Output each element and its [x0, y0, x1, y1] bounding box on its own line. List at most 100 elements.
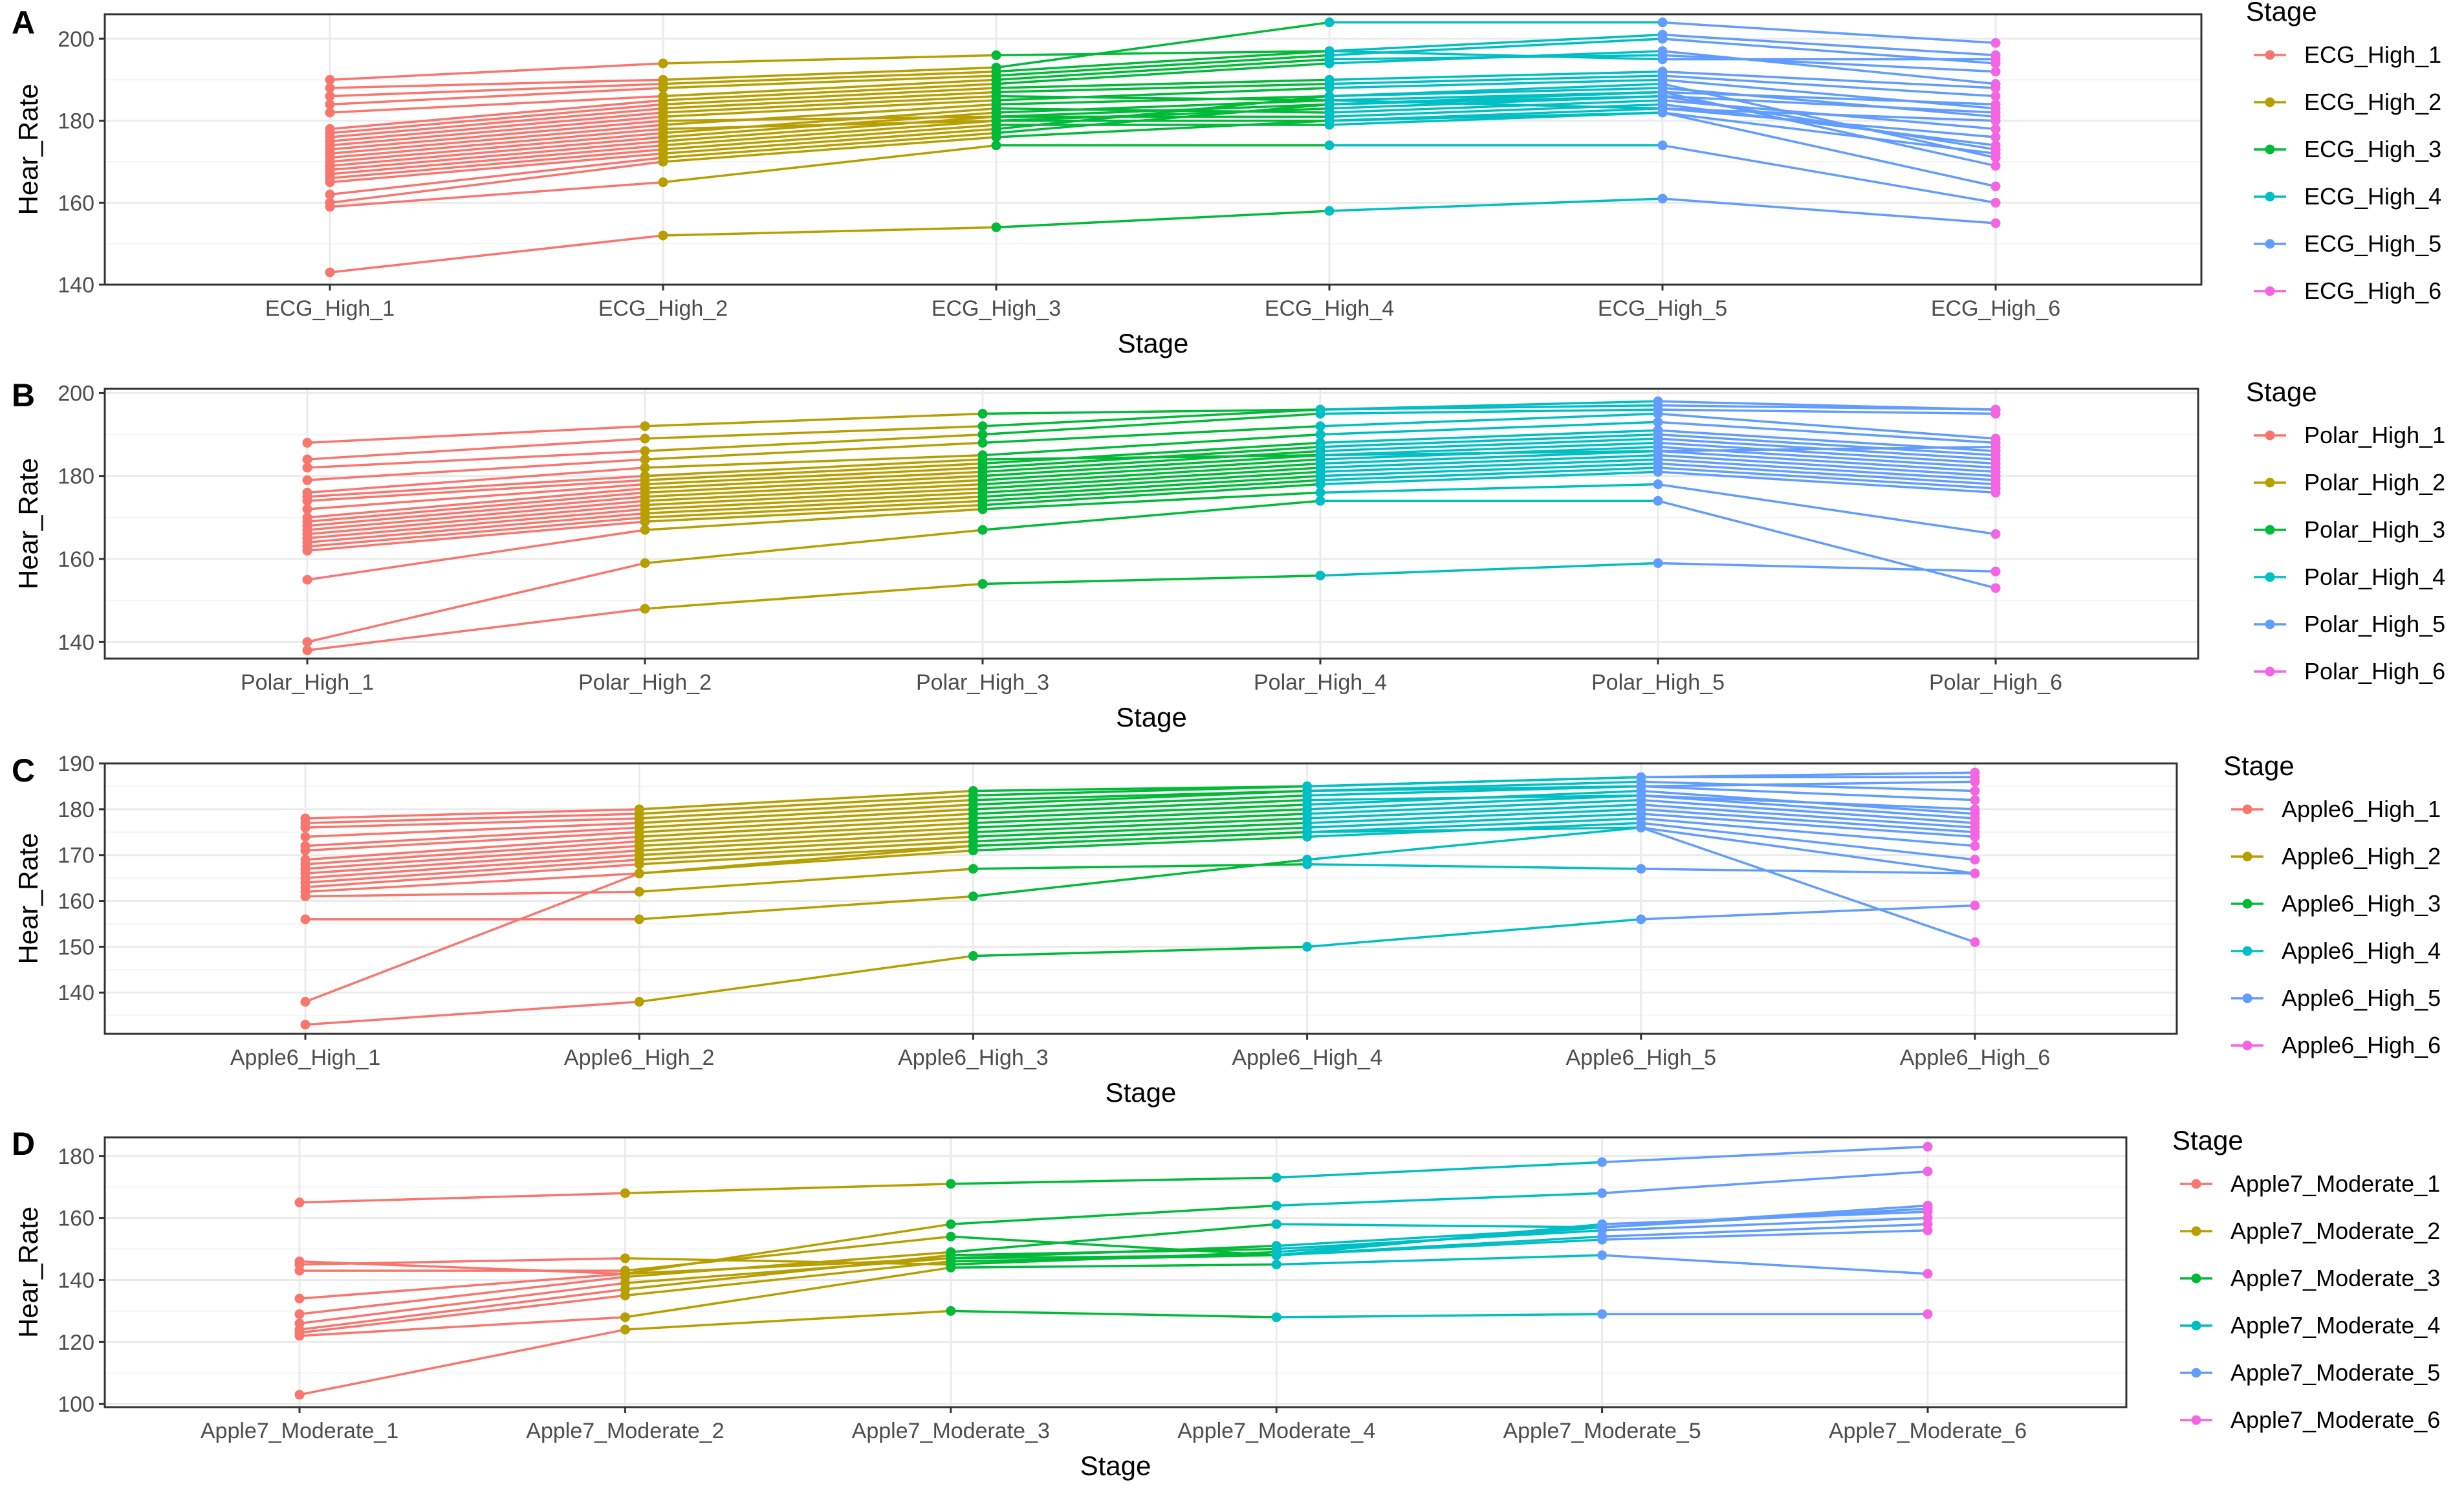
data-point	[620, 1312, 630, 1322]
y-tick-label: 160	[58, 1207, 94, 1231]
data-point	[1315, 496, 1325, 506]
legend-key-point	[2265, 144, 2275, 155]
series-segment	[329, 62, 664, 82]
data-point	[302, 454, 312, 465]
series-1	[325, 193, 2001, 278]
series-segment	[305, 826, 640, 848]
legend-item: Polar_High_6	[2254, 658, 2445, 684]
x-tick-label: Apple6_High_2	[564, 1045, 715, 1070]
series-segment	[307, 499, 646, 531]
series-segment	[307, 424, 646, 444]
data-point	[640, 558, 650, 568]
series-segment	[639, 868, 974, 893]
series-11	[325, 104, 2001, 163]
series-segment	[1641, 780, 1976, 788]
series-segment	[973, 789, 1307, 802]
series-segment	[996, 54, 1330, 77]
series-segment	[1657, 441, 1996, 465]
legend-key-point	[2242, 993, 2252, 1003]
series-segment	[1657, 454, 1996, 477]
data-point	[1990, 38, 2001, 48]
series-segment	[639, 789, 974, 811]
legend-label: Apple7_Moderate_1	[2230, 1170, 2440, 1197]
legend-item: Apple6_High_5	[2231, 985, 2441, 1011]
data-point	[1315, 571, 1325, 581]
legend-label: ECG_High_1	[2304, 41, 2441, 68]
series-segment	[1329, 99, 1663, 114]
series-segment	[329, 160, 664, 204]
series-segment	[1320, 462, 1659, 477]
series-segment	[1602, 1170, 1928, 1195]
series-segment	[1641, 868, 1976, 875]
series-segment	[307, 437, 646, 461]
series-segment	[307, 466, 646, 494]
series-segment	[644, 466, 983, 486]
data-point	[1990, 218, 2001, 228]
series-5	[302, 463, 2001, 552]
series-segment	[1329, 70, 1663, 82]
series-segment	[305, 844, 640, 870]
data-point	[977, 437, 988, 448]
series-segment	[1320, 429, 1659, 444]
x-tick-label: Apple7_Moderate_3	[852, 1419, 1050, 1443]
x-tick-label: Apple6_High_5	[1566, 1045, 1717, 1070]
series-3	[302, 479, 2001, 585]
series-segment	[982, 454, 1321, 477]
series-segment	[1641, 813, 1976, 838]
data-point	[1271, 1172, 1281, 1183]
legend-label: Apple7_Moderate_6	[2230, 1406, 2440, 1433]
series-segment	[644, 487, 983, 507]
series-segment	[307, 562, 646, 644]
series-segment	[996, 210, 1330, 229]
series-segment	[1657, 404, 1996, 411]
series-segment	[329, 148, 664, 180]
data-point	[977, 579, 988, 589]
legend-title: Stage	[2246, 377, 2317, 407]
legend-key-point	[2191, 1415, 2201, 1425]
legend-key-point	[2265, 286, 2275, 296]
series-segment	[305, 813, 640, 824]
data-point	[1653, 417, 1663, 427]
series-segment	[1320, 470, 1659, 486]
series-segment	[299, 1192, 626, 1204]
series-segment	[950, 1251, 1277, 1266]
data-point	[1636, 772, 1646, 782]
series-segment	[662, 107, 997, 135]
series-segment	[973, 863, 1307, 870]
legend-label: ECG_High_4	[2304, 183, 2441, 210]
data-point	[1923, 1141, 1933, 1152]
data-point	[1315, 487, 1325, 498]
legend-key-point	[2191, 1320, 2201, 1331]
series-segment	[982, 424, 1321, 444]
data-point	[640, 471, 650, 481]
data-point	[1324, 206, 1335, 216]
series-segment	[305, 859, 640, 884]
data-point	[302, 487, 312, 498]
series-17	[325, 67, 2001, 138]
data-point	[620, 1188, 630, 1198]
legend-label: ECG_High_5	[2304, 230, 2441, 257]
series-segment	[1641, 780, 1976, 793]
x-tick-label: Apple7_Moderate_6	[1829, 1419, 2027, 1443]
series-segment	[1641, 798, 1976, 824]
legend-item: Apple6_High_6	[2231, 1032, 2441, 1058]
series-segment	[1641, 826, 1976, 943]
series-segment	[307, 508, 646, 540]
data-point	[294, 1318, 305, 1329]
legend-label: Apple7_Moderate_4	[2230, 1312, 2440, 1339]
series-segment	[996, 50, 1330, 57]
series-segment	[305, 822, 640, 838]
data-point	[634, 914, 644, 925]
data-point	[1636, 791, 1646, 801]
series-segment	[1657, 462, 1996, 486]
data-point	[302, 637, 312, 647]
data-point	[1597, 1250, 1608, 1260]
y-axis-title: Hear_Rate	[13, 83, 43, 215]
data-point	[1315, 437, 1325, 448]
series-segment	[305, 872, 640, 893]
series-segment	[644, 474, 983, 494]
series-segment	[982, 470, 1321, 494]
series-segment	[996, 107, 1330, 122]
series-segment	[996, 82, 1330, 94]
data-point	[946, 1306, 956, 1316]
